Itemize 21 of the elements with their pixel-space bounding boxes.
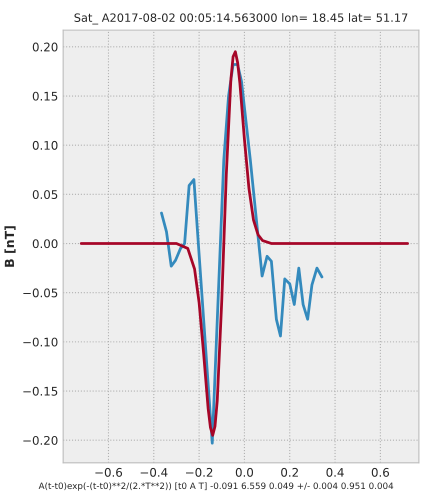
chart-title: Sat_ A2017-08-02 00:05:14.563000 lon= 18.45 lat= 51.17 bbox=[74, 13, 408, 24]
y-axis-title: B [nT] bbox=[4, 226, 16, 267]
line-series bbox=[80, 50, 409, 437]
y-tick-label: 0.00 bbox=[32, 239, 58, 248]
x-tick-label: 0.0 bbox=[236, 468, 254, 477]
x-tick-label: −0.2 bbox=[186, 468, 212, 477]
x-tick-label: −0.6 bbox=[95, 468, 122, 477]
x-tick-label: −0.4 bbox=[140, 468, 168, 477]
x-tick-label: 0.2 bbox=[281, 468, 298, 477]
y-tick-label: −0.15 bbox=[23, 386, 58, 396]
x-tick-label: 0.4 bbox=[326, 468, 344, 477]
y-tick-label: −0.05 bbox=[23, 288, 58, 298]
x-axis-title: A(t-t0)exp(-(t-t0)**2/(2.*T**2)) [t0 A T] -0.091 6.559 0.049 +/- 0.004 0.951 0.004 bbox=[38, 482, 394, 491]
y-tick-label: −0.10 bbox=[23, 338, 58, 347]
x-tick-label: 0.6 bbox=[372, 468, 390, 477]
y-tick-label: 0.20 bbox=[32, 42, 58, 52]
line-series bbox=[160, 63, 324, 445]
y-tick-label: 0.15 bbox=[32, 92, 58, 101]
y-tick-label: 0.05 bbox=[32, 190, 58, 200]
y-tick-label: −0.20 bbox=[23, 436, 58, 445]
y-tick-label: 0.10 bbox=[32, 140, 58, 150]
